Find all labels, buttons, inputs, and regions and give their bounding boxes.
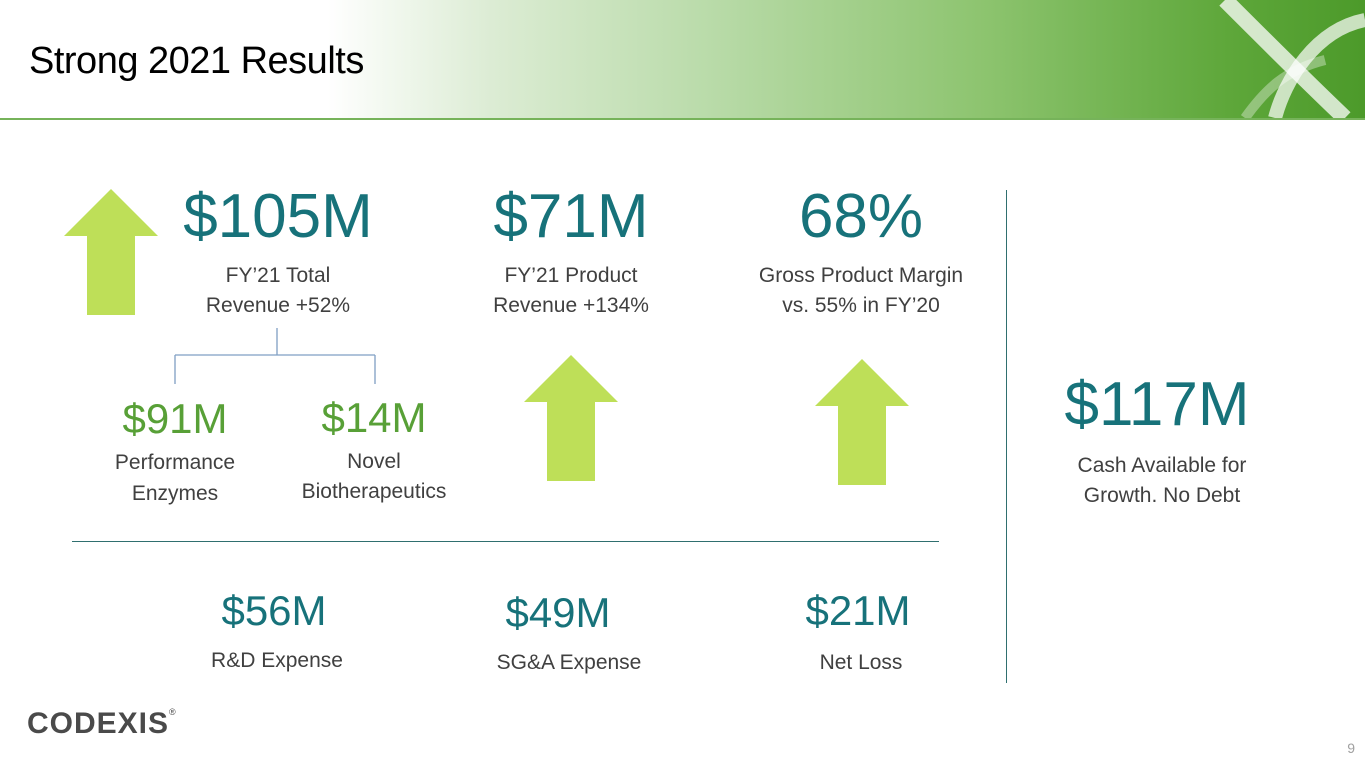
- revenue-split-bracket: [174, 328, 376, 384]
- up-arrow-icon: [815, 359, 909, 485]
- cash-value: $117M: [1064, 370, 1250, 439]
- novel-biotherapeutics-label-2: Biotherapeutics: [301, 480, 447, 503]
- total-revenue-label-1: FY’21 Total: [225, 264, 331, 287]
- helix-decoration-icon: [1219, 0, 1365, 118]
- header-divider: [0, 118, 1365, 120]
- codexis-logo: CODEXIS®: [27, 707, 177, 741]
- cash-label-1: Cash Available for: [1077, 454, 1247, 477]
- rd-expense-value: $56M: [221, 587, 327, 634]
- net-loss-value: $21M: [805, 587, 911, 634]
- slide-title: Strong 2021 Results: [29, 40, 364, 82]
- page-number: 9: [1347, 740, 1355, 756]
- gross-margin-label-1: Gross Product Margin: [758, 264, 964, 287]
- product-revenue-value: $71M: [493, 182, 649, 251]
- novel-biotherapeutics-label-1: Novel: [347, 450, 401, 473]
- sga-expense-label: SG&A Expense: [496, 651, 642, 674]
- rd-expense-label: R&D Expense: [211, 649, 343, 672]
- performance-enzymes-label-2: Enzymes: [131, 482, 219, 505]
- sga-expense-value: $49M: [505, 589, 611, 636]
- total-revenue-value: $105M: [183, 182, 373, 251]
- performance-enzymes-value: $91M: [122, 395, 228, 442]
- net-loss-label: Net Loss: [819, 651, 903, 674]
- product-revenue-label-1: FY’21 Product: [504, 264, 638, 287]
- horizontal-divider: [72, 541, 939, 542]
- gross-margin-label-2: vs. 55% in FY’20: [782, 294, 940, 317]
- up-arrow-icon: [64, 189, 158, 315]
- logo-text: CODEXIS: [27, 707, 170, 740]
- performance-enzymes-label-1: Performance: [114, 451, 236, 474]
- product-revenue-label-2: Revenue +134%: [493, 294, 649, 317]
- novel-biotherapeutics-value: $14M: [321, 394, 427, 441]
- header-banner: [0, 0, 1365, 118]
- registered-mark: ®: [169, 707, 177, 717]
- gross-margin-value: 68%: [798, 182, 924, 251]
- total-revenue-label-2: Revenue +52%: [205, 294, 351, 317]
- cash-label-2: Growth. No Debt: [1083, 484, 1241, 507]
- vertical-divider: [1006, 190, 1007, 683]
- up-arrow-icon: [524, 355, 618, 481]
